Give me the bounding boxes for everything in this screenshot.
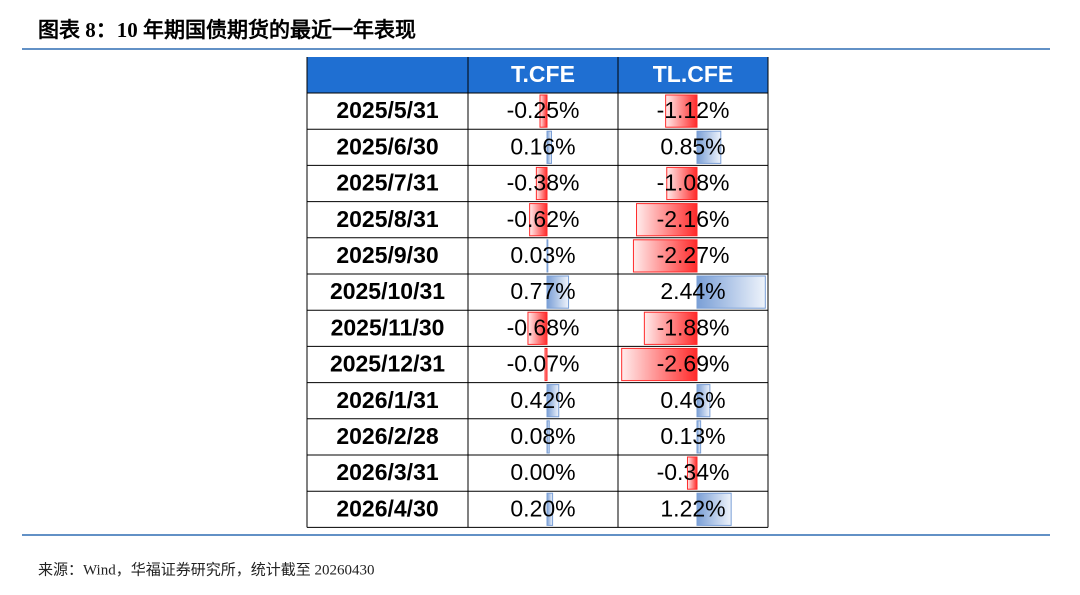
data-bar xyxy=(643,311,698,345)
date-cell: 2025/7/31 xyxy=(336,170,439,196)
value-cell: 0.00% xyxy=(510,459,575,485)
value-cell: -0.34% xyxy=(657,459,730,485)
value-cell: -2.69% xyxy=(657,351,730,377)
value-cell: -0.68% xyxy=(507,314,580,340)
data-bar xyxy=(539,94,548,128)
data-bar xyxy=(696,492,732,526)
date-cell: 2025/12/31 xyxy=(330,351,445,377)
data-bar xyxy=(546,239,549,273)
value-cell: -0.38% xyxy=(507,170,580,196)
data-bar xyxy=(546,492,554,526)
data-bar xyxy=(546,384,560,418)
date-cell: 2025/5/31 xyxy=(336,97,439,123)
date-cell: 2025/8/31 xyxy=(336,206,439,232)
data-bar xyxy=(696,275,766,309)
value-cell: 0.13% xyxy=(660,423,725,449)
data-bar xyxy=(621,347,698,382)
title: 图表 8：10 年期国债期货的最近一年表现 xyxy=(38,18,416,42)
column-header: T.CFE xyxy=(511,61,575,87)
value-cell: -2.16% xyxy=(657,206,730,232)
data-bar xyxy=(636,203,698,237)
value-cell: 0.77% xyxy=(510,278,575,304)
value-cell: -0.62% xyxy=(507,206,580,232)
value-cell: -1.12% xyxy=(657,97,730,123)
data-bar xyxy=(666,166,698,201)
column-header: TL.CFE xyxy=(653,61,734,87)
data-bar xyxy=(546,130,552,164)
data-bar xyxy=(686,456,698,490)
value-cell: 0.85% xyxy=(660,133,725,159)
value-cell: 0.16% xyxy=(510,133,575,159)
date-cell: 2026/4/30 xyxy=(336,495,438,521)
date-cell: 2026/2/28 xyxy=(336,423,439,449)
value-cell: -0.07% xyxy=(507,351,580,377)
value-cell: 0.08% xyxy=(510,423,575,449)
table: T.CFE TL.CFE 2025/5/31 -0.25% -1.12% 2025/6/3… xyxy=(306,57,769,528)
value-cell: 0.42% xyxy=(510,387,575,413)
date-cell: 2026/1/31 xyxy=(336,387,439,413)
value-cell: 1.22% xyxy=(660,495,725,521)
data-bar xyxy=(696,420,702,454)
header-row xyxy=(307,57,768,93)
value-cell: -1.88% xyxy=(657,314,730,340)
data-bar xyxy=(546,275,570,309)
value-cell: 0.46% xyxy=(660,387,725,413)
value-cell: -2.27% xyxy=(657,242,730,268)
data-bar xyxy=(696,384,711,418)
source: 来源：Wind，华福证券研究所，统计截至 20260430 xyxy=(38,561,374,578)
date-cell: 2026/3/31 xyxy=(336,459,439,485)
data-bar xyxy=(546,420,550,454)
value-cell: 0.03% xyxy=(510,242,575,268)
date-cell: 2025/10/31 xyxy=(330,278,445,304)
data-bar xyxy=(535,166,548,201)
value-cell: 2.44% xyxy=(660,278,725,304)
value-cell: -0.25% xyxy=(507,97,580,123)
data-bar xyxy=(632,239,698,273)
data-bar xyxy=(696,130,722,164)
date-cell: 2025/11/30 xyxy=(331,314,445,340)
data-bar xyxy=(544,347,548,382)
date-cell: 2025/9/30 xyxy=(336,242,438,268)
data-bar xyxy=(529,203,548,237)
date-cell: 2025/6/30 xyxy=(336,133,438,159)
data-bar xyxy=(665,94,698,128)
data-bar xyxy=(527,311,548,345)
value-cell: -1.08% xyxy=(657,170,730,196)
value-cell: 0.20% xyxy=(510,495,575,521)
